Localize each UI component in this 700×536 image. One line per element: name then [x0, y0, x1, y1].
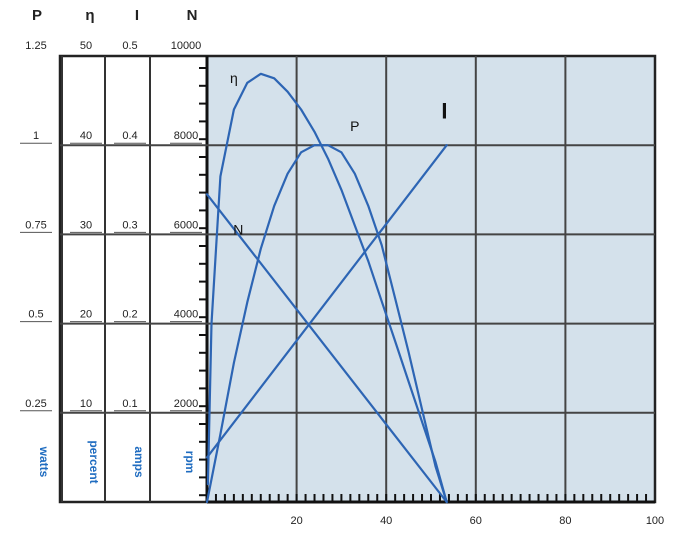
y-tick-label: 8000 — [174, 130, 198, 142]
x-tick-label: 20 — [290, 515, 302, 527]
y-tick-label: 0.1 — [122, 398, 137, 410]
x-tick-label: 80 — [559, 515, 571, 527]
gridlines — [60, 56, 655, 502]
y-tick-label: 30 — [80, 219, 92, 231]
series-line-I — [205, 144, 448, 459]
y-tick-label: 0.4 — [122, 130, 137, 142]
y-tick-label: 4000 — [174, 309, 198, 321]
axis-header-3: N — [187, 7, 198, 24]
series-line-N — [205, 193, 448, 504]
y-tick-label: 0.2 — [122, 309, 137, 321]
y-tick-label: 1 — [33, 130, 39, 142]
axis-header-1: η — [85, 7, 94, 24]
y-tick-label: 20 — [80, 309, 92, 321]
y-tick-labels: 1.25 1 0.75 0.5 0.25 50 40 30 20 10 0.5 0.4 0.3 0.2 0.… — [20, 40, 202, 412]
y-tick-label: 0.5 — [28, 309, 43, 321]
curve-label: I — [441, 98, 447, 123]
minor-ticks — [199, 67, 648, 502]
y-tick-label: 10 — [80, 398, 92, 410]
unit-label-2: amps — [132, 446, 146, 478]
unit-label-3: rpm — [183, 451, 197, 474]
curve-label: N — [233, 221, 243, 237]
plot-background — [207, 56, 655, 502]
x-tick-label: 100 — [646, 515, 664, 527]
y-tick-label: 40 — [80, 130, 92, 142]
axis-header-2: I — [135, 7, 139, 24]
x-tick-labels: 20 40 60 80 100 — [290, 515, 664, 527]
unit-labels: watts percent amps rpm — [37, 440, 197, 483]
y-tick-label: 0.3 — [122, 219, 137, 231]
x-tick-label: 60 — [470, 515, 482, 527]
unit-label-1: percent — [87, 440, 101, 483]
y-tick-label: 2000 — [174, 398, 198, 410]
curve-labels: η P I N — [230, 70, 448, 238]
y-tick-label: 0.5 — [122, 40, 137, 52]
y-tick-label: 10000 — [171, 40, 202, 52]
y-tick-label: 0.25 — [25, 398, 46, 410]
axis-header-0: P — [32, 7, 42, 24]
y-tick-label: 0.75 — [25, 219, 46, 231]
y-tick-label: 6000 — [174, 219, 198, 231]
curve-label: P — [350, 118, 359, 134]
y-tick-label: 50 — [80, 40, 92, 52]
unit-label-0: watts — [37, 446, 51, 478]
x-tick-label: 40 — [380, 515, 392, 527]
series-lines — [205, 72, 448, 504]
curve-label: η — [230, 70, 238, 86]
y-tick-label: 1.25 — [25, 40, 46, 52]
series-line-P — [205, 144, 448, 504]
